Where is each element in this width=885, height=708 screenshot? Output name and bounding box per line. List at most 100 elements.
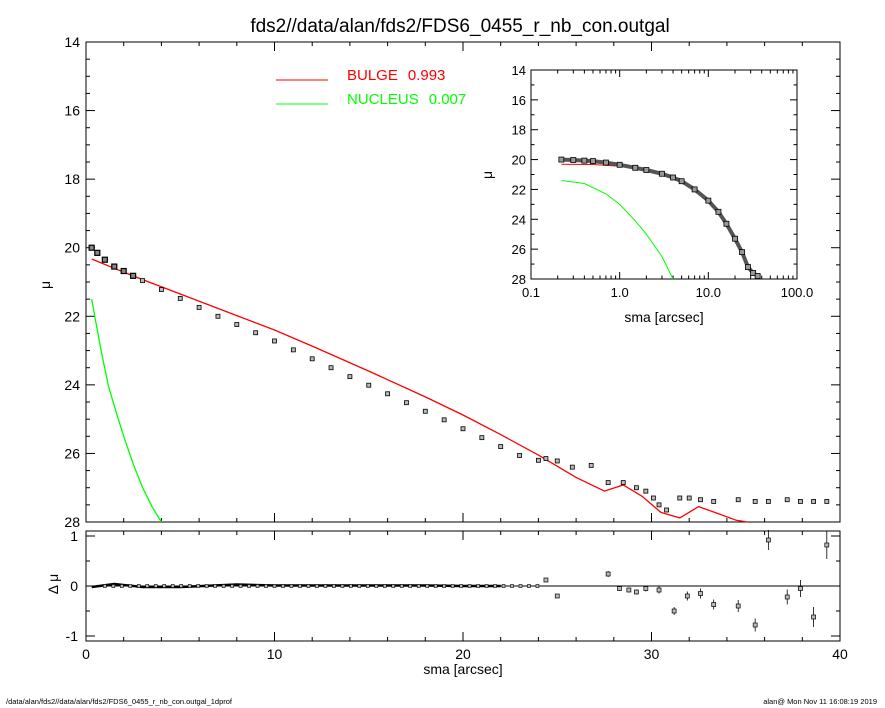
- residual-marker-small: [467, 584, 472, 588]
- residual-marker-small: [391, 584, 396, 588]
- data-point: [347, 374, 353, 380]
- data-point: [656, 502, 662, 508]
- inset-y-tick-label: 26: [512, 242, 526, 257]
- inset-data-point: [705, 197, 712, 204]
- data-point: [698, 497, 703, 503]
- residual-marker-small: [272, 584, 277, 588]
- data-point: [620, 480, 626, 485]
- residual-y-tick-label: 1: [70, 528, 78, 544]
- chart-title: fds2//data/alan/fds2/FDS6_0455_r_nb_con.…: [250, 16, 669, 37]
- data-point: [140, 278, 145, 284]
- residual-point: [735, 603, 741, 609]
- data-point: [686, 495, 692, 501]
- legend-label-nucleus: NUCLEUS 0.007: [347, 91, 466, 108]
- residual-point: [656, 587, 662, 593]
- data-point: [328, 365, 334, 371]
- data-point: [664, 507, 669, 513]
- residual-marker-small: [332, 584, 336, 588]
- residual-marker-small: [518, 584, 523, 588]
- main-y-tick-label: 22: [64, 308, 80, 324]
- residual-marker-small: [510, 584, 514, 588]
- residual-marker-small: [128, 584, 133, 588]
- data-point: [643, 488, 649, 494]
- data-point: [111, 263, 118, 270]
- residual-marker-small: [408, 584, 413, 588]
- data-point: [385, 391, 391, 397]
- data-point: [711, 499, 717, 504]
- inset-data-point: [754, 273, 761, 279]
- residual-marker-small: [187, 584, 192, 588]
- residual-marker-small: [298, 584, 302, 588]
- residual-marker-small: [442, 584, 446, 588]
- residual-marker-small: [120, 584, 124, 588]
- residual-point: [698, 591, 703, 596]
- data-point: [498, 444, 504, 449]
- residual-marker-small: [179, 584, 183, 588]
- inset-data-point: [691, 186, 698, 193]
- residual-y-tick-label: -1: [66, 628, 79, 644]
- residual-marker-small: [527, 584, 531, 588]
- main-y-axis-label: μ: [37, 281, 53, 289]
- residual-point: [752, 622, 758, 628]
- inset-x-ticks: 0.1 1.0 10.0 100.0: [522, 70, 813, 300]
- x-tick-label: 20: [455, 646, 471, 662]
- data-point: [605, 480, 611, 485]
- inset-x-tick-label: 1.0: [611, 285, 629, 300]
- data-point: [588, 463, 594, 468]
- data-point: [811, 499, 817, 504]
- inset-x-tick-label: 100.0: [781, 285, 814, 300]
- data-point: [196, 304, 202, 310]
- main-y-tick-label: 14: [64, 34, 80, 50]
- inset-data-point: [632, 164, 639, 171]
- legend-label-bulge-value: 0.993: [408, 67, 446, 84]
- data-point: [290, 347, 296, 353]
- residual-point: [671, 608, 677, 614]
- data-point: [752, 499, 758, 504]
- residual-marker-small: [349, 584, 353, 588]
- x-tick-label: 0: [82, 646, 90, 662]
- data-point: [824, 499, 830, 504]
- residual-marker-small: [145, 584, 150, 588]
- inset-y-axis-label: μ: [479, 171, 495, 179]
- residual-marker-small: [230, 584, 234, 588]
- residual-marker-small: [162, 584, 167, 588]
- data-point: [784, 497, 790, 503]
- inset-data-point: [581, 157, 588, 164]
- residual-marker-small: [204, 584, 209, 588]
- legend-label-nucleus-value: 0.007: [429, 91, 467, 108]
- residual-point: [626, 587, 632, 593]
- data-point: [536, 457, 541, 463]
- residual-point: [811, 614, 816, 620]
- data-point: [517, 453, 522, 458]
- residual-marker-small: [103, 584, 107, 588]
- residual-marker-small: [213, 584, 217, 588]
- residual-marker-small: [111, 584, 116, 588]
- residual-marker-small: [221, 584, 226, 588]
- residual-marker-small: [399, 584, 404, 588]
- residual-point: [634, 589, 639, 595]
- data-point: [569, 464, 575, 470]
- residual-marker-small: [459, 584, 463, 588]
- inset-y-tick-label: 18: [512, 123, 526, 138]
- data-point: [88, 244, 95, 251]
- residual-marker-small: [535, 584, 540, 588]
- main-y-tick-label: 20: [64, 240, 80, 256]
- main-panel: 14 16 18 20 22 24 26 28 μ: [37, 34, 841, 530]
- residual-marker-small: [484, 584, 489, 588]
- residual-marker-small: [170, 584, 175, 588]
- inset-x-tick-label: 10.0: [696, 285, 721, 300]
- inset-data-series: [558, 156, 761, 280]
- main-y-ticks: 14 16 18 20 22 24 26 28: [64, 34, 840, 530]
- inset-data-point: [590, 158, 596, 164]
- legend-label-bulge: BULGE 0.993: [347, 67, 445, 84]
- residual-marker-small: [247, 584, 251, 588]
- residual-marker-small: [196, 584, 200, 588]
- legend: BULGE 0.993 NUCLEUS 0.007: [276, 67, 466, 108]
- inset-panel: 0.1 1.0 10.0 100.0 14 16 18 20 22 24 26 28 sma [ar…: [479, 63, 813, 325]
- residual-point: [684, 593, 690, 599]
- residual-marker-small: [416, 584, 421, 588]
- data-point: [543, 456, 549, 461]
- residual-marker-small: [476, 584, 480, 588]
- main-y-tick-label: 28: [64, 514, 80, 530]
